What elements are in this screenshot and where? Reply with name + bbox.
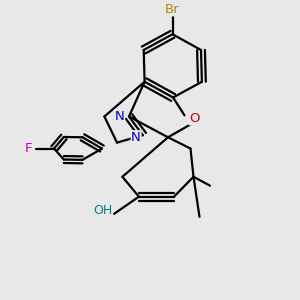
Text: N: N	[131, 131, 141, 144]
Text: Br: Br	[165, 3, 180, 16]
Text: O: O	[189, 112, 200, 125]
Text: N: N	[115, 110, 124, 123]
Text: OH: OH	[93, 204, 112, 218]
Text: F: F	[25, 142, 32, 155]
